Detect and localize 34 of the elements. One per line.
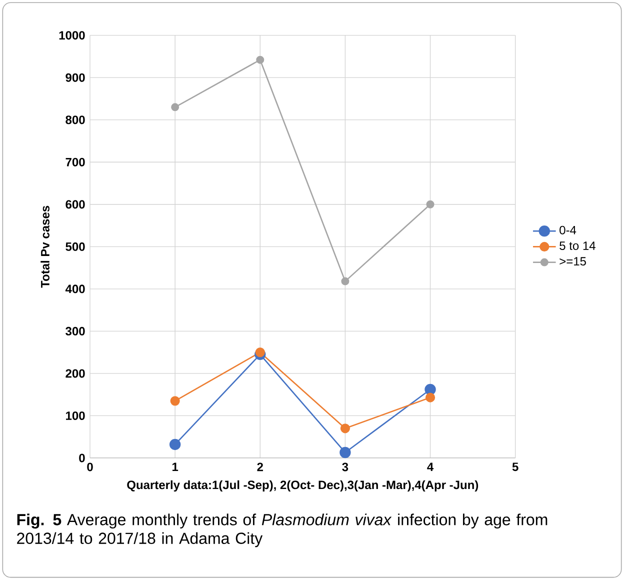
point <box>340 446 351 458</box>
text: Fig. 5 Average monthly trends of Plasmodium vivax infection by age from 2013/14 to 2017/18 in Adama City <box>17 514 548 548</box>
x-tick-label: 0 <box>87 462 93 472</box>
y-tick-label: 300 <box>66 326 85 336</box>
y-tick-label: 900 <box>66 73 85 82</box>
point <box>171 103 180 112</box>
point <box>341 277 350 286</box>
point <box>255 348 265 358</box>
point <box>170 396 180 406</box>
y-tick-label: 700 <box>66 158 85 166</box>
x-tick-label: 5 <box>512 462 518 472</box>
y-tick-label: 800 <box>66 116 85 124</box>
legend-label: 0-4 <box>560 226 576 234</box>
point <box>340 424 350 434</box>
x-axis-title: Quarterly data:1(Jul -Sep), 2(Oct- Dec),3(Jan -Mar),4(Apr -Jun) <box>127 480 478 492</box>
x-tick-label: 2 <box>257 462 263 472</box>
legend-label: >=15 <box>560 257 586 266</box>
point <box>426 200 434 208</box>
y-tick-label: 200 <box>66 369 85 378</box>
y-tick-label: 600 <box>66 200 85 209</box>
point <box>425 392 436 402</box>
y-tick-label: 1000 <box>59 31 85 40</box>
point <box>256 56 264 64</box>
x-tick-label: 3 <box>342 462 348 472</box>
y-tick-label: 500 <box>66 242 85 251</box>
y-tick-label: 0 <box>79 454 85 462</box>
y-axis-title: Total Pv cases <box>40 206 50 288</box>
y-tick-label: 100 <box>66 411 85 420</box>
point <box>424 384 436 396</box>
x-tick-label: 4 <box>427 462 434 471</box>
y-tick-label: 400 <box>65 284 85 294</box>
legend-label: 5 to 14 <box>560 242 596 250</box>
x-tick-label: 1 <box>172 462 178 471</box>
point <box>169 438 181 450</box>
